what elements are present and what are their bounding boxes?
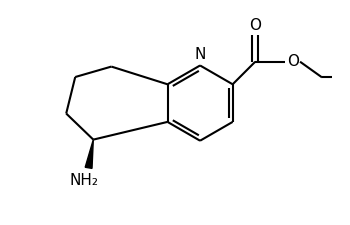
Polygon shape <box>85 140 93 168</box>
Text: O: O <box>287 54 300 69</box>
Text: NH₂: NH₂ <box>69 173 98 189</box>
Text: N: N <box>194 47 206 62</box>
Text: O: O <box>249 18 261 33</box>
